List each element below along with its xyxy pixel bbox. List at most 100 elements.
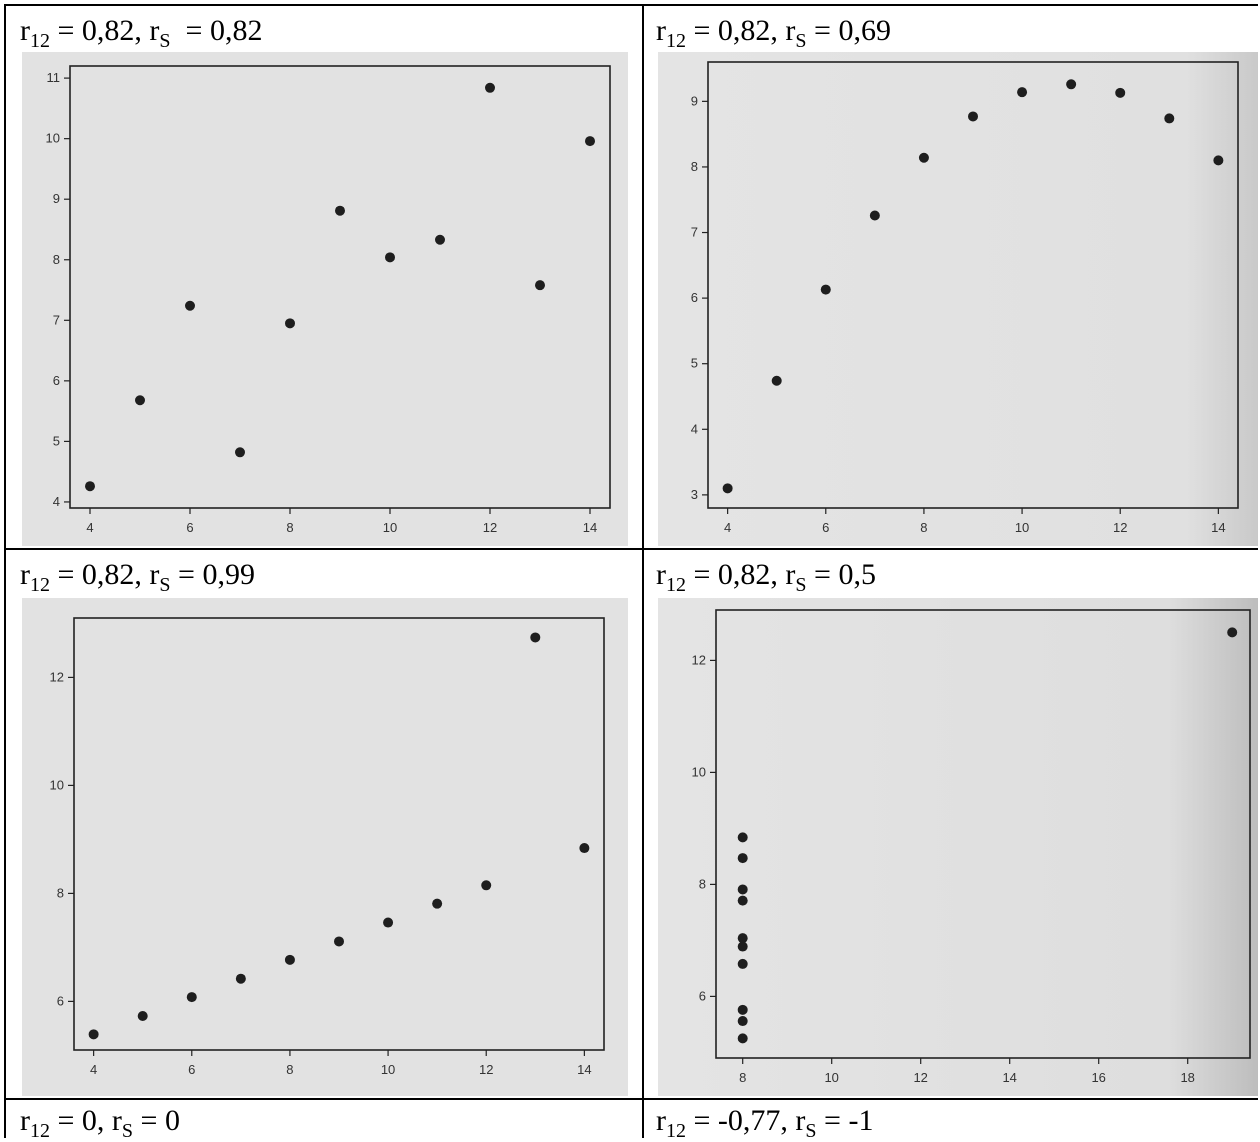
y-tick-label: 6 [691,290,698,305]
data-point [1115,87,1126,98]
data-point [1017,87,1028,98]
y-tick-label: 6 [53,373,60,388]
caption-2: r12 = 0,82, rS = 0,69 [656,14,891,52]
caption-3-r12: 0,82 [81,558,135,591]
table-rule [4,548,1258,550]
caption-4: r12 = 0,82, rS = 0,5 [656,558,876,596]
data-point [435,234,445,245]
data-point [737,884,748,895]
data-point [737,941,748,952]
caption-6-rs: -1 [848,1104,874,1137]
x-tick-label: 12 [1113,520,1127,535]
x-tick-label: 12 [913,1070,927,1085]
plot-svg: 4 6 8 10 12 14 4 5 6 7 8 9 10 11 [46,65,611,535]
data-point [530,632,541,643]
x-tick-label: 14 [1211,520,1225,535]
y-tick-label: 4 [53,494,60,509]
y-tick-label: 8 [691,159,698,174]
x-tick-label: 4 [86,520,93,535]
data-point [869,210,880,221]
data-point [335,205,345,216]
data-point [185,300,195,311]
x-tick-label: 16 [1091,1070,1105,1085]
x-tick-label: 12 [483,520,497,535]
data-point [579,843,590,854]
data-point [1066,79,1077,90]
scatter-plot-3: 4 6 8 10 12 14 6 8 10 12 [22,598,628,1096]
plot-svg: 4 6 8 10 12 14 3 4 5 6 7 8 9 [691,61,1239,535]
data-point [1213,155,1224,166]
plot-frame [73,617,605,1051]
data-point [737,853,748,864]
x-tick-label: 6 [822,520,829,535]
data-point [535,280,545,291]
y-tick-label: 8 [699,876,706,891]
x-tick-label: 4 [724,520,731,535]
table-rule [642,4,644,1138]
y-tick-label: 9 [691,93,698,108]
data-point [485,82,495,93]
caption-1-rs: 0,82 [209,14,263,47]
y-tick-label: 12 [50,669,64,684]
data-point [737,895,748,906]
table-rule [4,4,6,1138]
x-tick-label: 18 [1180,1070,1194,1085]
y-tick-label: 8 [57,885,64,900]
x-tick-label: 12 [479,1062,493,1077]
plot-svg: 4 6 8 10 12 14 6 8 10 12 [50,617,605,1077]
y-tick-label: 6 [57,993,64,1008]
y-tick-label: 6 [699,988,706,1003]
data-point [737,1004,748,1015]
data-point [737,958,748,969]
data-point [284,954,295,965]
data-point [235,447,245,458]
x-tick-label: 10 [383,520,397,535]
data-point [383,917,394,928]
caption-6-r12: -0,77 [717,1104,781,1137]
data-point [737,933,748,944]
scatter-plot-1: 4 6 8 10 12 14 4 5 6 7 8 9 10 11 [22,52,628,546]
data-point [186,992,197,1003]
data-point [135,395,145,406]
y-tick-label: 8 [53,252,60,267]
table-rule [4,4,1258,6]
data-point [737,832,748,843]
data-point [820,284,831,295]
x-tick-label: 8 [739,1070,746,1085]
data-point [968,111,978,122]
x-tick-label: 10 [381,1062,395,1077]
data-point [481,880,492,891]
scatter-plot-2: 4 6 8 10 12 14 3 4 5 6 7 8 9 [658,52,1258,546]
data-point [722,483,733,494]
x-tick-label: 8 [920,520,927,535]
table-rule [4,1098,1258,1100]
y-tick-label: 12 [692,652,706,667]
data-point [385,252,395,263]
data-point [1227,627,1238,638]
x-tick-label: 8 [286,520,293,535]
y-tick-label: 10 [46,131,60,146]
y-tick-label: 3 [691,487,698,502]
x-tick-label: 10 [824,1070,838,1085]
caption-1-r12: 0,82 [81,14,135,47]
plot-frame [707,61,1239,509]
y-tick-label: 9 [53,191,60,206]
caption-2-rs: 0,69 [838,14,891,47]
data-point [137,1010,148,1021]
plot-frame [715,609,1251,1059]
caption-2-r12: 0,82 [717,14,771,47]
plot-svg: 8 10 12 14 16 18 6 8 10 12 [692,609,1251,1085]
y-tick-label: 10 [692,764,706,779]
data-point [85,481,95,492]
y-tick-label: 4 [691,421,698,436]
data-point [737,1033,748,1044]
x-tick-label: 6 [188,1062,195,1077]
data-point [334,936,344,947]
y-tick-label: 11 [47,70,61,85]
x-tick-label: 14 [1002,1070,1016,1085]
data-point [918,152,929,163]
y-tick-label: 7 [691,225,698,240]
caption-5-r12: 0 [81,1104,97,1137]
caption-1: r12 = 0,82, rS = 0,82 [20,14,263,52]
